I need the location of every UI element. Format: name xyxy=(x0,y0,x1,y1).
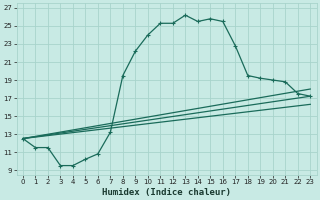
X-axis label: Humidex (Indice chaleur): Humidex (Indice chaleur) xyxy=(102,188,231,197)
